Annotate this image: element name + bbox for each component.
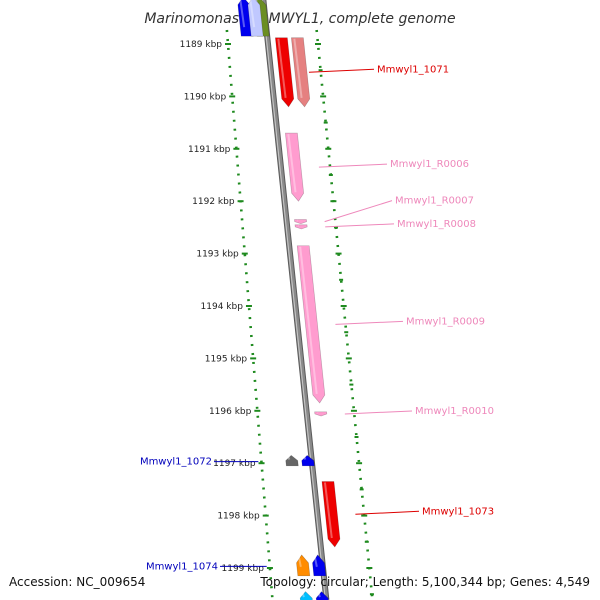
right-dotted-track [315, 29, 374, 600]
tick-label: 1198 kbp [217, 512, 260, 522]
label-leader [324, 200, 393, 223]
gene-sheen [239, 0, 246, 28]
tick-label: 1197 kbp [213, 459, 256, 469]
gene-features [237, 0, 341, 600]
gene-arrow-f-top-c[interactable] [247, 0, 264, 37]
label-leader [325, 223, 395, 228]
tick-label: 1190 kbp [184, 92, 227, 102]
gene-arrow-f-r0009[interactable] [296, 245, 326, 404]
gene-sheen [277, 38, 287, 99]
gene-label-f-r0010[interactable]: Mmwyl1_R0010 [415, 406, 494, 417]
gene-sheen [301, 592, 305, 598]
gene-sheen [323, 482, 333, 539]
gene-arrow-f-bot-a[interactable] [299, 591, 313, 600]
label-leader [318, 163, 388, 168]
gene-sheen [299, 246, 318, 395]
tick-label: 1192 kbp [192, 197, 235, 207]
gene-arrow-f-1073[interactable] [321, 481, 341, 548]
gene-arrow-f-r0008[interactable] [294, 224, 308, 230]
dotted-tracks [225, 29, 374, 600]
gene-arrow-f-1071a[interactable] [275, 37, 295, 108]
gene-arrow-f-1074a[interactable] [296, 554, 311, 577]
gene-sheen [297, 555, 302, 568]
gene-label-f-1072a[interactable]: Mmwyl1_1072 [140, 457, 212, 468]
gene-sheen [293, 38, 303, 99]
scale-ticks: 1189 kbp 1190 kbp 1191 kbp 1192 kbp 1193 kbp… [180, 40, 374, 596]
gene-sheen [317, 592, 321, 598]
gene-label-f-r0009[interactable]: Mmwyl1_R0009 [406, 316, 485, 327]
gene-arrow-f-1072b[interactable] [301, 454, 315, 467]
gene-sheen [313, 555, 318, 568]
gene-arrow-f-1072a[interactable] [285, 454, 299, 467]
gene-label-f-1071a[interactable]: Mmwyl1_1071 [377, 64, 449, 75]
tick-label: 1189 kbp [180, 40, 223, 50]
label-leader [355, 510, 420, 515]
gene-arrow-f-1071b[interactable] [291, 37, 311, 108]
label-leader [344, 410, 413, 415]
gene-sheen [249, 0, 256, 28]
gene-label-f-1073[interactable]: Mmwyl1_1073 [422, 506, 494, 517]
label-leader [335, 320, 404, 325]
gene-label-f-r0008[interactable]: Mmwyl1_R0008 [397, 219, 476, 230]
gene-arrow-f-bot-b[interactable] [315, 591, 329, 600]
gene-label-f-1074a[interactable]: Mmwyl1_1074 [146, 561, 218, 572]
backbone-highlight [261, 0, 326, 600]
gene-sheen [303, 456, 307, 460]
tick-label: 1193 kbp [196, 250, 239, 260]
tick-label: 1196 kbp [209, 407, 252, 417]
accession-text: Accession: NC_009654 [9, 575, 145, 589]
tick-label: 1194 kbp [201, 302, 244, 312]
gene-label-f-r0007[interactable]: Mmwyl1_R0007 [395, 196, 474, 207]
gene-sheen [287, 133, 297, 193]
gene-labels: Mmwyl1_1071 Mmwyl1_R0006 Mmwyl1_R0007 Mmwyl… [140, 64, 494, 572]
gene-sheen [287, 456, 291, 460]
label-leader [308, 68, 375, 73]
tick-label: 1195 kbp [205, 354, 248, 364]
genome-backbone [260, 0, 330, 600]
map-title: Marinomonas sp. MWYL1, complete genome [144, 11, 455, 27]
tick-label: 1191 kbp [188, 145, 231, 155]
gene-label-f-r0006[interactable]: Mmwyl1_R0006 [390, 159, 469, 170]
gene-arrow-f-r0007[interactable] [294, 219, 307, 225]
gene-arrow-f-1074b[interactable] [312, 554, 327, 577]
genome-summary-text: Topology: circular; Length: 5,100,344 bp… [259, 575, 590, 589]
gene-arrow-f-r0006[interactable] [285, 132, 304, 202]
backbone-line [261, 0, 329, 600]
tick-label: 1199 kbp [222, 564, 265, 574]
gene-arrow-f-r0010[interactable] [314, 411, 328, 417]
